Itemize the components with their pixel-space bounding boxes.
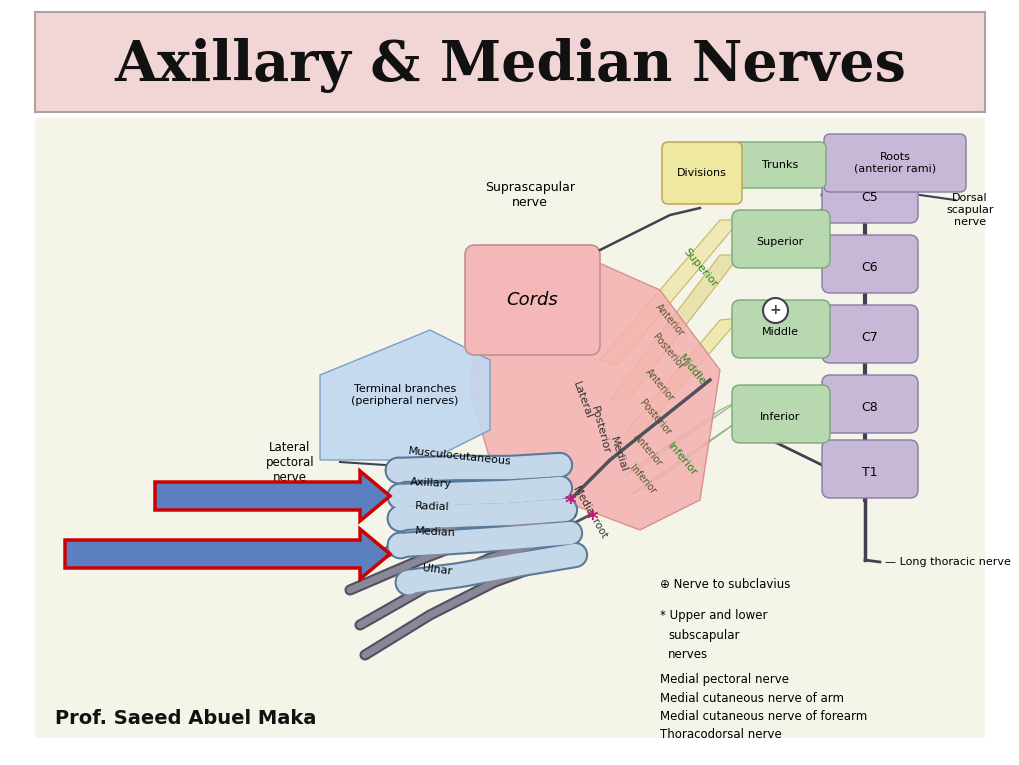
Polygon shape — [625, 400, 739, 475]
Text: Inferior: Inferior — [628, 464, 657, 496]
Text: Trunks: Trunks — [761, 160, 797, 170]
FancyBboxPatch shape — [821, 440, 917, 498]
FancyBboxPatch shape — [732, 210, 829, 268]
Polygon shape — [630, 420, 739, 495]
FancyArrow shape — [65, 529, 389, 579]
FancyBboxPatch shape — [732, 385, 829, 443]
Text: Posterior: Posterior — [588, 405, 610, 455]
Polygon shape — [614, 318, 739, 445]
FancyBboxPatch shape — [823, 134, 965, 192]
Text: Radial: Radial — [415, 501, 449, 513]
FancyBboxPatch shape — [734, 142, 825, 188]
Text: Lateral
pectoral
nerve: Lateral pectoral nerve — [265, 441, 314, 483]
Text: C6: C6 — [861, 261, 877, 274]
Text: ⊕ Nerve to subclavius: ⊕ Nerve to subclavius — [659, 578, 790, 591]
Text: Medial root: Medial root — [571, 484, 608, 540]
Text: Middle: Middle — [676, 353, 707, 387]
Text: Lateral: Lateral — [570, 380, 593, 420]
Text: C5: C5 — [861, 190, 877, 203]
Polygon shape — [320, 330, 489, 460]
Text: Superior: Superior — [756, 237, 803, 247]
Text: Axillary: Axillary — [410, 477, 451, 489]
FancyBboxPatch shape — [465, 245, 599, 355]
Text: +: + — [768, 303, 781, 317]
Text: Ulnar: Ulnar — [422, 563, 452, 577]
Polygon shape — [609, 255, 739, 400]
Text: Anterior: Anterior — [643, 366, 676, 403]
FancyBboxPatch shape — [35, 118, 984, 738]
Text: Posterior: Posterior — [650, 332, 685, 372]
FancyBboxPatch shape — [821, 305, 917, 363]
FancyBboxPatch shape — [732, 300, 829, 358]
FancyBboxPatch shape — [821, 235, 917, 293]
Text: Suprascapular
nerve: Suprascapular nerve — [484, 181, 575, 209]
Text: Middle: Middle — [761, 327, 798, 337]
FancyBboxPatch shape — [661, 142, 741, 204]
Text: Roots
(anterior rami): Roots (anterior rami) — [853, 152, 935, 174]
Text: nerves: nerves — [667, 649, 707, 662]
Text: Cords: Cords — [505, 291, 557, 309]
Text: Dorsal
scapular
nerve: Dorsal scapular nerve — [946, 194, 993, 226]
FancyArrow shape — [155, 471, 389, 521]
FancyBboxPatch shape — [35, 12, 984, 112]
Text: Divisions: Divisions — [677, 168, 727, 178]
Text: * Upper and lower: * Upper and lower — [659, 608, 766, 621]
Text: subscapular: subscapular — [667, 629, 739, 642]
Text: T1: T1 — [861, 465, 877, 478]
Polygon shape — [599, 220, 739, 365]
Text: Inferior: Inferior — [664, 441, 698, 479]
Polygon shape — [470, 250, 719, 530]
Text: Lateral root: Lateral root — [542, 461, 577, 519]
FancyBboxPatch shape — [821, 375, 917, 433]
Text: Musculocutaneous: Musculocutaneous — [408, 445, 512, 467]
Text: Terminal branches
(peripheral nerves): Terminal branches (peripheral nerves) — [351, 384, 459, 405]
Text: *: * — [564, 494, 576, 514]
Text: Inferior: Inferior — [759, 412, 799, 422]
Text: Prof. Saeed Abuel Maka: Prof. Saeed Abuel Maka — [55, 708, 316, 728]
Text: C7: C7 — [861, 330, 877, 343]
Text: Anterior: Anterior — [653, 301, 686, 338]
Text: — Long thoracic nerve: — Long thoracic nerve — [884, 557, 1010, 567]
Text: *: * — [586, 510, 597, 530]
Text: Thoracodorsal nerve: Thoracodorsal nerve — [659, 728, 781, 741]
Text: Posterior: Posterior — [637, 399, 673, 438]
Text: Medial pectoral nerve: Medial pectoral nerve — [659, 673, 789, 686]
Text: Superior: Superior — [681, 246, 718, 289]
FancyBboxPatch shape — [821, 165, 917, 223]
Text: Axillary & Median Nerves: Axillary & Median Nerves — [114, 37, 905, 93]
Text: Anterior: Anterior — [631, 431, 663, 468]
Text: Medial: Medial — [607, 436, 628, 474]
Text: Medial cutaneous nerve of arm: Medial cutaneous nerve of arm — [659, 692, 843, 705]
Text: Medial cutaneous nerve of forearm: Medial cutaneous nerve of forearm — [659, 709, 866, 722]
Text: C8: C8 — [861, 401, 877, 414]
Text: Median: Median — [415, 526, 455, 538]
